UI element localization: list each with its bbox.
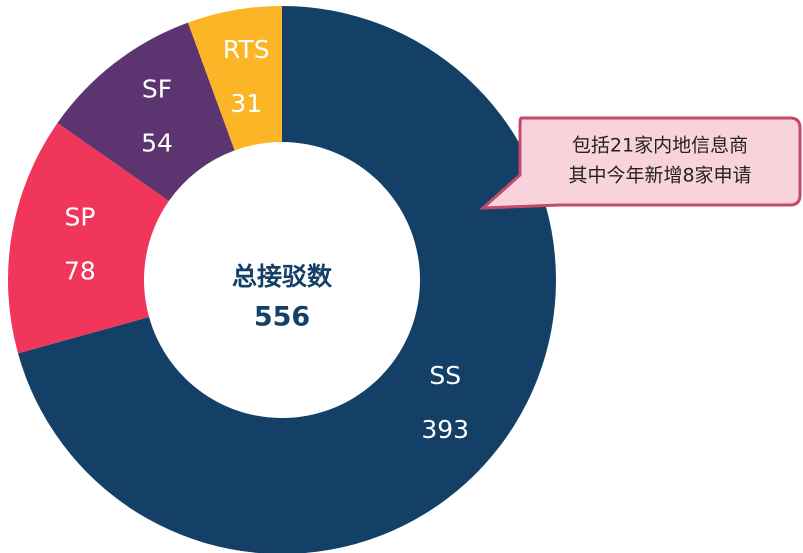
callout-box [478,116,802,210]
annotation-line: 其中今年新增8家申请 [568,165,751,187]
segment-value: 393 [421,415,469,444]
donut-segment [18,6,556,553]
segments: SS 393 SP 78 SF 54 RTS 31 [8,6,556,553]
donut-segment [187,6,282,151]
segment-value: 78 [64,256,96,285]
segment-name: SS [429,361,461,390]
segment-name: SP [64,202,95,231]
segment-name: SF [142,74,172,103]
center-total: 556 [254,302,310,333]
center-label: 总接驳数 [232,262,333,291]
segment-value: 54 [141,128,173,157]
donut-segment [57,22,235,201]
segment-name: RTS [223,35,270,64]
annotation-line: 包括21家内地信息商 [572,135,748,157]
donut-segment [8,122,169,354]
segment-value: 31 [230,89,262,118]
